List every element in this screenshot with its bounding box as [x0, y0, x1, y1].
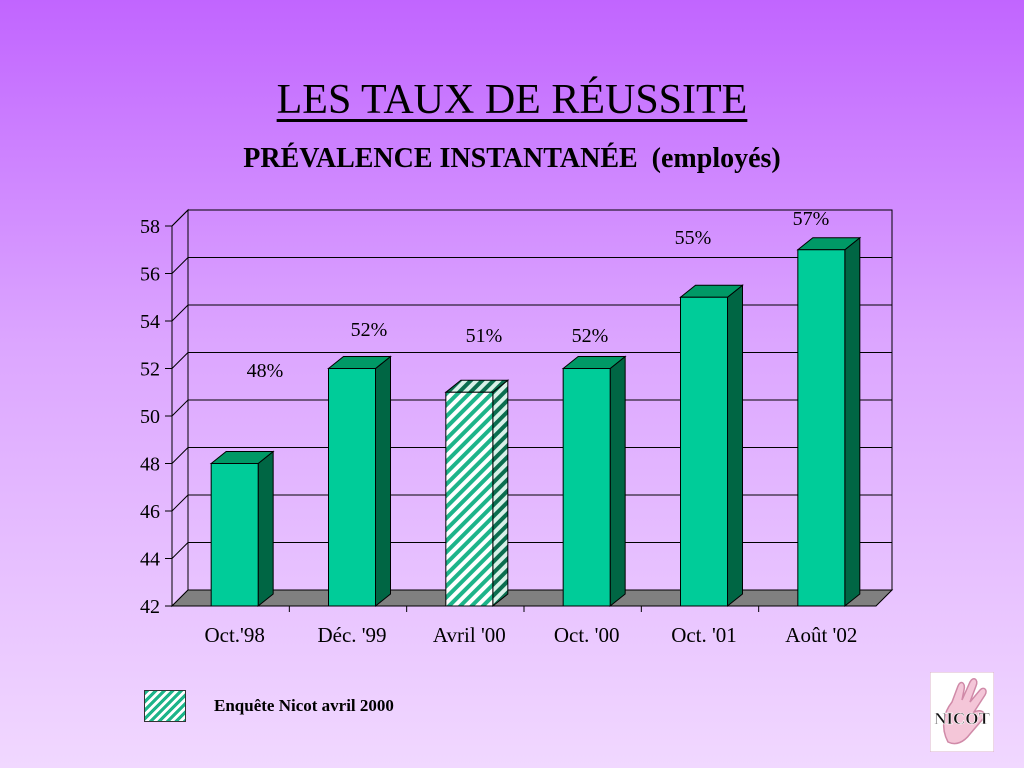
y-tick-label: 46	[140, 501, 160, 523]
data-label: 48%	[247, 360, 284, 382]
y-tick-label: 48	[140, 454, 160, 476]
bar-side	[257, 450, 274, 608]
bar-front	[797, 249, 846, 607]
x-tick-label: Août '02	[785, 623, 857, 647]
x-tick-label: Oct. '00	[554, 623, 620, 647]
logo-text: NICOT	[934, 709, 990, 728]
y-tick-label: 52	[140, 359, 160, 381]
bar-front	[562, 368, 611, 607]
legend-label: Enquête Nicot avril 2000	[214, 696, 394, 715]
x-tick-label: Oct. '01	[671, 623, 737, 647]
bar-front	[328, 368, 376, 607]
bar-side	[492, 379, 509, 608]
grid-layer	[165, 208, 894, 612]
bar-2	[444, 379, 510, 608]
x-tick-label: Avril '00	[433, 623, 506, 647]
y-tick-label: 54	[140, 311, 160, 333]
gridline	[171, 494, 892, 512]
x-tick-label: Oct.'98	[204, 623, 264, 647]
bar-1	[327, 355, 392, 608]
gridline	[171, 209, 892, 227]
labels-layer: 42 44 46 48 50 52 54 56 58 Oct.'98 Déc. '99 Avril '…	[140, 208, 857, 647]
gridline	[171, 542, 892, 559]
data-label: 55%	[675, 227, 712, 249]
gridline	[171, 447, 892, 464]
data-label: 57%	[793, 208, 830, 230]
bar-5	[796, 236, 862, 608]
y-tick-label: 56	[140, 264, 160, 286]
y-tick-label: 44	[140, 549, 160, 571]
y-tick-label: 42	[140, 596, 160, 618]
gridline	[171, 399, 892, 417]
bar-chart: 42 44 46 48 50 52 54 56 58 Oct.'98 Déc. '99 Avril '…	[140, 208, 894, 647]
chart-subtitle: PRÉVALENCE INSTANTANÉE (employés)	[243, 143, 781, 174]
bar-side	[844, 236, 861, 608]
bar-front	[445, 391, 494, 607]
y-tick-label: 58	[140, 216, 160, 238]
bar-side	[727, 284, 743, 608]
bar-front	[680, 296, 728, 607]
data-label: 51%	[466, 325, 503, 347]
data-label: 52%	[572, 325, 609, 347]
bar-0	[209, 450, 275, 608]
bar-side	[375, 355, 391, 608]
bar-front	[210, 463, 259, 607]
gridline	[171, 352, 892, 369]
data-label: 52%	[351, 319, 388, 341]
y-tick-label: 50	[140, 406, 160, 428]
nicot-logo: NICOT	[930, 672, 994, 752]
legend-swatch-hatched	[144, 690, 186, 722]
chart-title: LES TAUX DE RÉUSSITE	[276, 77, 748, 123]
legend: Enquête Nicot avril 2000	[144, 690, 394, 722]
gridline	[171, 257, 892, 274]
plot-floor	[170, 589, 894, 607]
bars-layer	[209, 236, 862, 608]
bar-4	[679, 284, 744, 608]
gridline	[171, 304, 892, 322]
bar-3	[561, 355, 627, 608]
x-tick-label: Déc. '99	[317, 623, 386, 647]
bar-side	[609, 355, 626, 608]
